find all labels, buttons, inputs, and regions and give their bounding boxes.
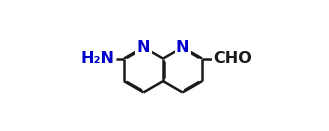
Text: H₂N: H₂N	[81, 51, 115, 66]
Text: CHO: CHO	[213, 51, 252, 66]
Text: N: N	[137, 40, 150, 55]
Text: N: N	[176, 40, 189, 55]
